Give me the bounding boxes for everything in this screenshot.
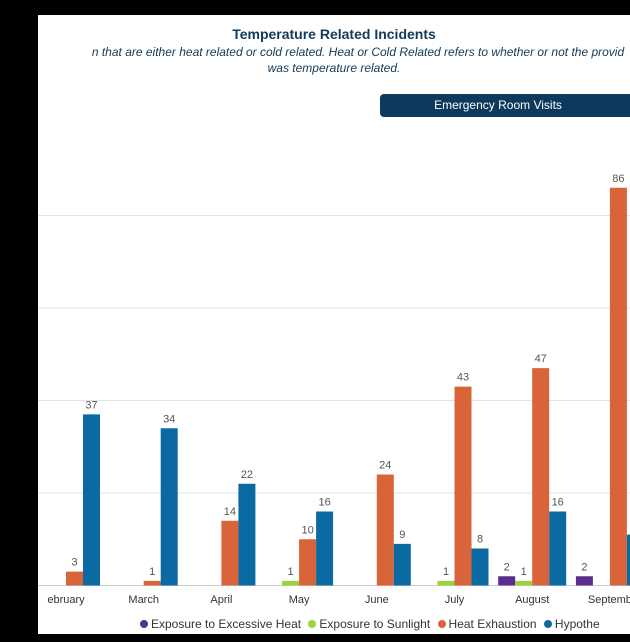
- chart-legend: Exposure to Excessive Heat Exposure to S…: [140, 617, 604, 631]
- bar-sunlight[interactable]: [437, 580, 455, 586]
- legend-item-hypothermia[interactable]: Hypothe: [543, 617, 600, 631]
- legend-dot-icon: [437, 620, 446, 628]
- data-label: 37: [85, 399, 97, 411]
- legend-label: Exposure to Excessive Heat: [151, 617, 302, 631]
- data-label: 2: [504, 561, 510, 573]
- legend-dot-icon: [308, 620, 317, 628]
- bar-excessive-heat[interactable]: [575, 576, 593, 586]
- tab-emergency-room-visits[interactable]: Emergency Room Visits: [380, 94, 630, 117]
- bar-hypothermia[interactable]: [626, 534, 630, 586]
- data-label: 43: [457, 372, 469, 384]
- bar-hypothermia[interactable]: [471, 548, 489, 586]
- data-label: 10: [301, 524, 313, 536]
- data-label: 1: [443, 566, 449, 578]
- data-label: 16: [318, 497, 330, 509]
- bar-hypothermia[interactable]: [83, 414, 100, 586]
- data-label: 24: [379, 460, 391, 472]
- data-label: 86: [612, 173, 624, 185]
- x-tick-label: August: [515, 594, 549, 606]
- data-label: 14: [224, 506, 236, 518]
- bar-excessive-heat[interactable]: [498, 576, 516, 586]
- bar-hypothermia[interactable]: [393, 543, 411, 586]
- tab-label: Emergency Room Visits: [434, 98, 562, 112]
- data-label: 8: [477, 534, 483, 546]
- data-label: 3: [71, 557, 77, 569]
- chart-title: Temperature Related Incidents: [232, 26, 436, 42]
- bar-hypothermia[interactable]: [160, 428, 178, 586]
- x-tick-label: Septemb: [588, 594, 630, 606]
- legend-item-sunlight[interactable]: Exposure to Sunlight: [308, 617, 430, 631]
- frame-left-border: [0, 0, 38, 642]
- bar-heat-exhaustion[interactable]: [376, 474, 394, 586]
- data-label: 1: [521, 566, 527, 578]
- bar-heat-exhaustion[interactable]: [143, 580, 161, 586]
- x-tick-label: May: [289, 594, 310, 606]
- bar-heat-exhaustion[interactable]: [221, 520, 239, 586]
- data-label: 1: [149, 566, 155, 578]
- legend-item-heat-exhaustion[interactable]: Heat Exhaustion: [437, 617, 537, 631]
- data-label: 1: [288, 566, 294, 578]
- data-label: 16: [552, 497, 564, 509]
- legend-label: Heat Exhaustion: [448, 617, 537, 631]
- data-label: 9: [399, 529, 405, 541]
- legend-item-excessive-heat[interactable]: Exposure to Excessive Heat: [140, 617, 301, 631]
- bar-heat-exhaustion[interactable]: [532, 368, 550, 586]
- chart-subtitle: n that are either heat related or cold r…: [38, 44, 630, 78]
- bar-hypothermia[interactable]: [549, 511, 567, 586]
- x-tick-label: June: [365, 594, 389, 606]
- bar-hypothermia[interactable]: [238, 483, 256, 586]
- legend-dot-icon: [543, 620, 552, 628]
- x-tick-label: ebruary: [47, 594, 85, 606]
- x-tick-label: March: [128, 594, 159, 606]
- legend-label: Exposure to Sunlight: [319, 617, 431, 631]
- bar-heat-exhaustion[interactable]: [609, 187, 627, 586]
- data-label: 2: [581, 561, 587, 573]
- bar-sunlight[interactable]: [515, 580, 533, 586]
- legend-label: Hypothe: [554, 617, 600, 631]
- x-tick-label: April: [210, 594, 232, 606]
- bar-heat-exhaustion[interactable]: [454, 386, 472, 586]
- data-label: 22: [241, 469, 253, 481]
- data-label: 47: [535, 353, 547, 365]
- subtitle-line-1: n that are either heat related or cold r…: [91, 45, 625, 59]
- data-label: 34: [163, 413, 175, 425]
- frame-top-border: [0, 0, 630, 15]
- bar-sunlight[interactable]: [282, 580, 300, 586]
- legend-dot-icon: [140, 620, 148, 628]
- frame-bottom-border: [0, 634, 630, 642]
- bar-heat-exhaustion[interactable]: [299, 539, 317, 586]
- bar-heat-exhaustion[interactable]: [66, 571, 83, 586]
- subtitle-line-2: was temperature related.: [267, 61, 401, 75]
- bar-hypothermia[interactable]: [316, 511, 334, 586]
- x-tick-label: July: [445, 594, 465, 606]
